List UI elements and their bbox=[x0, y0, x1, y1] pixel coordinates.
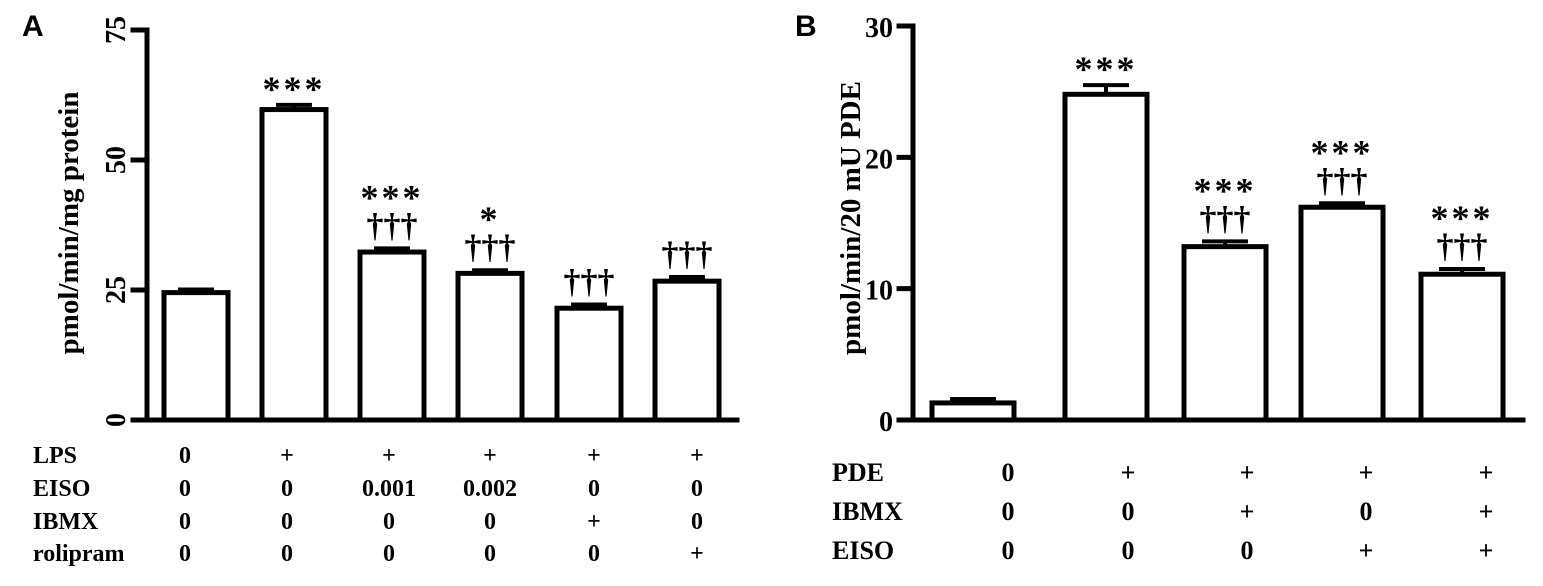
treatment-cell: 0 bbox=[1360, 497, 1373, 526]
treatment-cell: 0 bbox=[691, 476, 703, 502]
treatment-cell: + bbox=[1479, 497, 1494, 526]
treatment-cell: 0 bbox=[179, 541, 191, 567]
treatment-cell: + bbox=[483, 443, 497, 469]
bar bbox=[554, 305, 624, 423]
y-axis-label: pmol/min/20 mU PDE bbox=[835, 81, 867, 355]
significance-annotation: *** bbox=[1194, 170, 1257, 210]
treatment-cell: 0 bbox=[1122, 497, 1135, 526]
treatment-cell: + bbox=[1359, 458, 1374, 487]
treatment-cell: 0 bbox=[1002, 497, 1015, 526]
treatment-cell: 0.002 bbox=[463, 476, 517, 502]
y-tick-label: 10 bbox=[865, 276, 893, 307]
significance-annotation: * bbox=[480, 199, 501, 239]
y-tick-label: 0 bbox=[101, 413, 132, 427]
treatment-cell: 0 bbox=[1122, 536, 1135, 565]
y-axis-label: pmol/min/mg protein bbox=[53, 92, 85, 355]
treatment-cell: 0 bbox=[383, 541, 395, 567]
bar bbox=[161, 290, 231, 423]
y-tick-label: 0 bbox=[879, 407, 893, 438]
y-tick-label: 50 bbox=[101, 146, 132, 174]
treatment-row-label: IBMX bbox=[33, 509, 99, 535]
dagger-annotation: ††† bbox=[564, 264, 615, 301]
treatment-row-label: LPS bbox=[33, 443, 77, 469]
bar bbox=[1181, 244, 1269, 423]
treatment-cell: 0 bbox=[484, 541, 496, 567]
dagger-annotation: ††† bbox=[1200, 200, 1251, 237]
significance-annotation: *** bbox=[1075, 49, 1138, 89]
treatment-cell: + bbox=[382, 443, 396, 469]
treatment-cell: 0 bbox=[179, 443, 191, 469]
bar bbox=[652, 278, 722, 423]
y-tick-label: 75 bbox=[101, 16, 132, 44]
y-tick-label: 30 bbox=[865, 13, 893, 44]
treatment-cell: 0 bbox=[1002, 458, 1015, 487]
treatment-row-label: PDE bbox=[832, 458, 884, 487]
treatment-cell: 0 bbox=[179, 476, 191, 502]
treatment-cell: + bbox=[690, 443, 704, 469]
dagger-annotation: ††† bbox=[1317, 162, 1368, 199]
y-tick-label: 25 bbox=[101, 276, 132, 304]
significance-annotation: *** bbox=[361, 177, 424, 217]
treatment-cell: 0 bbox=[281, 541, 293, 567]
dagger-annotation: ††† bbox=[367, 207, 418, 244]
bar bbox=[929, 400, 1017, 423]
treatment-cell: + bbox=[280, 443, 294, 469]
treatment-cell: 0 bbox=[691, 509, 703, 535]
treatment-cell: 0 bbox=[383, 509, 395, 535]
treatment-cell: 0 bbox=[281, 476, 293, 502]
treatment-cell: 0 bbox=[588, 541, 600, 567]
significance-annotation: *** bbox=[263, 69, 326, 109]
treatment-cell: + bbox=[1479, 458, 1494, 487]
bar bbox=[455, 270, 525, 423]
treatment-cell: 0 bbox=[1241, 536, 1254, 565]
significance-annotation: *** bbox=[1431, 198, 1494, 238]
treatment-table: LPS 0 + + + + + EISO 0 0 0.001 0.002 0 0 IBMX 0 0 0 0 +0 rol… bbox=[33, 443, 704, 567]
bar bbox=[259, 107, 329, 423]
dagger-annotation: ††† bbox=[465, 229, 516, 266]
treatment-cell: + bbox=[1479, 536, 1494, 565]
dagger-annotation: ††† bbox=[662, 236, 713, 273]
treatment-cell: + bbox=[1121, 458, 1136, 487]
treatment-cell: 0 bbox=[1002, 536, 1015, 565]
treatment-cell: 0.001 bbox=[362, 476, 416, 502]
treatment-cell: + bbox=[690, 541, 704, 567]
panel-label: A bbox=[22, 10, 44, 43]
bar bbox=[357, 249, 427, 423]
bar bbox=[1418, 271, 1506, 423]
treatment-cell: 0 bbox=[179, 509, 191, 535]
treatment-cell: 0 bbox=[484, 509, 496, 535]
treatment-cell: 0 bbox=[588, 476, 600, 502]
treatment-cell: + bbox=[587, 509, 601, 535]
treatment-cell: + bbox=[1240, 458, 1255, 487]
treatment-row-label: EISO bbox=[33, 476, 90, 502]
treatment-row-label: rolipram bbox=[33, 541, 125, 567]
treatment-cell: 0 bbox=[281, 509, 293, 535]
treatment-row-label: IBMX bbox=[832, 497, 903, 526]
treatment-cell: + bbox=[1240, 497, 1255, 526]
dagger-annotation: ††† bbox=[1437, 228, 1488, 265]
treatment-row-label: EISO bbox=[832, 536, 894, 565]
significance-annotation: *** bbox=[1311, 132, 1374, 172]
treatment-cell: + bbox=[1359, 536, 1374, 565]
panel-label: B bbox=[795, 10, 817, 43]
treatment-cell: + bbox=[587, 443, 601, 469]
treatment-table: PDE 0 + + + + IBMX 0 0 +0 + EISO 0 0 0 + + bbox=[832, 458, 1493, 565]
bar bbox=[1062, 91, 1150, 423]
bar bbox=[1298, 204, 1386, 423]
y-tick-label: 20 bbox=[865, 144, 893, 175]
